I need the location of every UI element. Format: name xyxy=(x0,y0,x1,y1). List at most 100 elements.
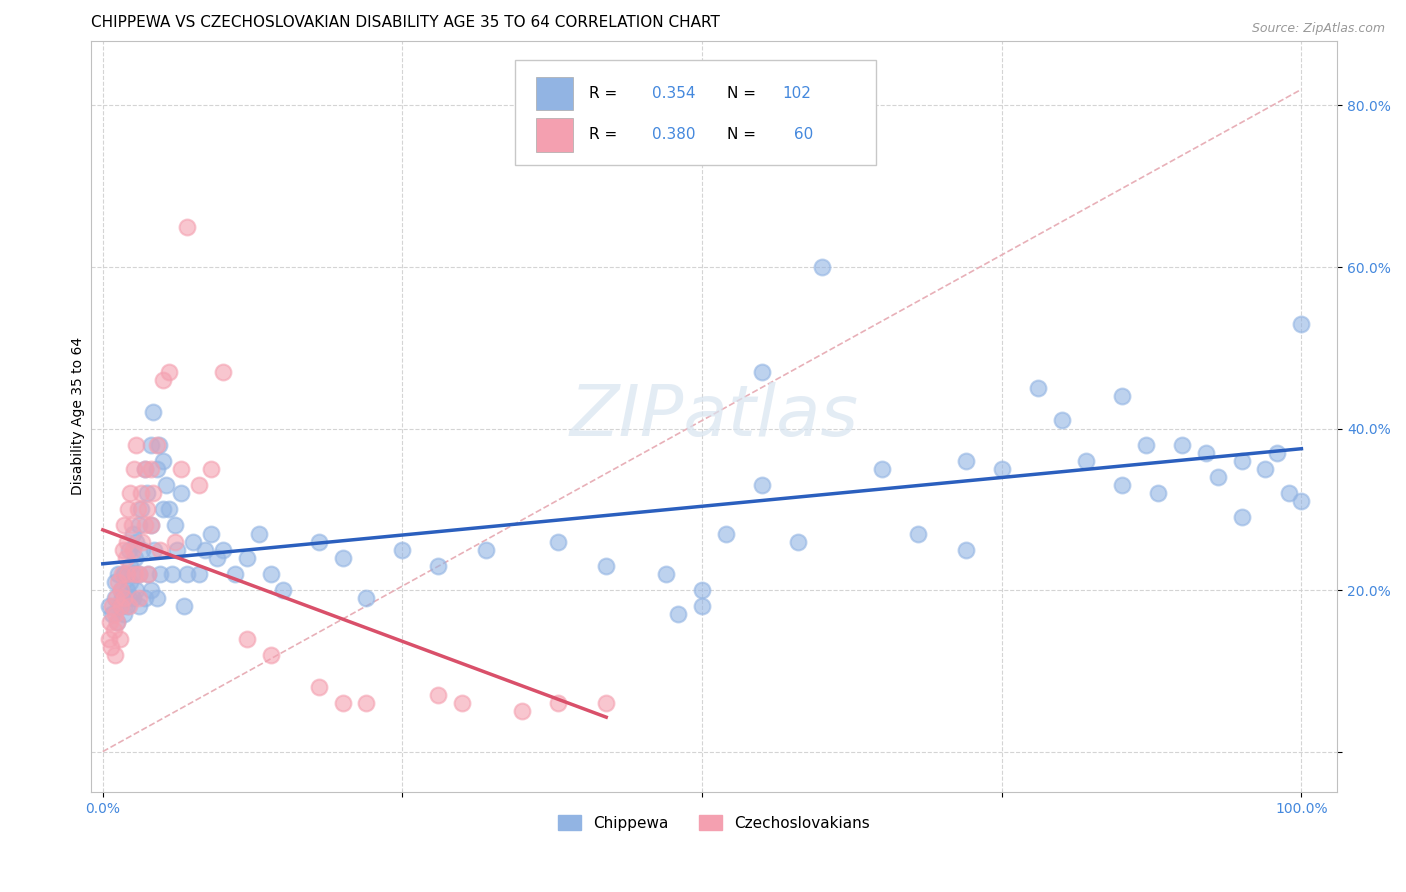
Point xyxy=(108,632,131,646)
Text: N =: N = xyxy=(727,128,761,142)
Point xyxy=(547,696,569,710)
Point xyxy=(122,462,145,476)
Point xyxy=(162,566,184,581)
Point xyxy=(104,591,127,606)
Point xyxy=(149,566,172,581)
Point xyxy=(152,502,174,516)
Point xyxy=(129,486,152,500)
Point xyxy=(1206,470,1229,484)
Point xyxy=(142,405,165,419)
Point xyxy=(111,591,134,606)
Point xyxy=(112,518,135,533)
Point xyxy=(112,607,135,622)
Point xyxy=(120,574,142,589)
Point xyxy=(259,648,281,662)
Point xyxy=(115,566,138,581)
Point xyxy=(100,640,122,654)
Point xyxy=(128,566,150,581)
Point xyxy=(121,542,143,557)
Point xyxy=(1111,478,1133,492)
Point xyxy=(136,486,159,500)
Point xyxy=(145,462,167,476)
Point xyxy=(1278,486,1301,500)
Point xyxy=(1146,486,1168,500)
Point xyxy=(121,526,143,541)
Point xyxy=(427,688,450,702)
Point xyxy=(1267,446,1289,460)
Point xyxy=(1026,381,1049,395)
Point xyxy=(124,550,146,565)
Text: CHIPPEWA VS CZECHOSLOVAKIAN DISABILITY AGE 35 TO 64 CORRELATION CHART: CHIPPEWA VS CZECHOSLOVAKIAN DISABILITY A… xyxy=(91,15,720,30)
Point xyxy=(170,462,193,476)
Point xyxy=(115,566,138,581)
Text: 102: 102 xyxy=(783,86,811,101)
Point xyxy=(595,696,617,710)
Point xyxy=(332,696,354,710)
Point xyxy=(105,615,128,630)
Point xyxy=(1194,446,1216,460)
Point xyxy=(510,704,533,718)
Point xyxy=(104,574,127,589)
Point xyxy=(170,486,193,500)
Point xyxy=(1135,438,1157,452)
Point xyxy=(907,526,929,541)
Point xyxy=(811,260,834,274)
Point xyxy=(991,462,1014,476)
Point xyxy=(110,599,132,614)
Point xyxy=(143,542,166,557)
Point xyxy=(145,438,167,452)
Legend: Chippewa, Czechoslovakians: Chippewa, Czechoslovakians xyxy=(553,809,876,837)
Text: 0.354: 0.354 xyxy=(652,86,696,101)
Point xyxy=(110,583,132,598)
Point xyxy=(131,542,153,557)
Point xyxy=(148,438,170,452)
Point xyxy=(128,566,150,581)
Point xyxy=(104,591,127,606)
Point xyxy=(356,696,378,710)
Point xyxy=(118,599,141,614)
Text: 0.380: 0.380 xyxy=(652,128,696,142)
Point xyxy=(152,373,174,387)
Point xyxy=(547,534,569,549)
Point xyxy=(211,365,233,379)
Point xyxy=(110,583,132,598)
Point xyxy=(139,462,162,476)
Point xyxy=(120,486,142,500)
Point xyxy=(211,542,233,557)
Point xyxy=(134,462,156,476)
Point xyxy=(145,591,167,606)
Point xyxy=(136,566,159,581)
Point xyxy=(235,550,257,565)
Point xyxy=(173,599,195,614)
Point xyxy=(97,599,120,614)
Point xyxy=(595,558,617,573)
Point xyxy=(690,599,713,614)
Point xyxy=(200,462,222,476)
Point xyxy=(127,502,149,516)
Point xyxy=(475,542,498,557)
Point xyxy=(308,680,330,694)
Point xyxy=(121,591,143,606)
Point xyxy=(690,583,713,598)
Point xyxy=(332,550,354,565)
Point xyxy=(105,615,128,630)
Point xyxy=(115,534,138,549)
Point xyxy=(157,365,180,379)
Point xyxy=(134,591,156,606)
Point xyxy=(112,542,135,557)
Point xyxy=(114,550,136,565)
Point xyxy=(187,478,209,492)
Point xyxy=(751,365,773,379)
Point xyxy=(1230,454,1253,468)
Point xyxy=(139,518,162,533)
Point xyxy=(163,534,186,549)
Point xyxy=(451,696,474,710)
Point xyxy=(1291,494,1313,508)
Point xyxy=(157,502,180,516)
Point xyxy=(1230,510,1253,524)
Point xyxy=(107,574,129,589)
Point xyxy=(751,478,773,492)
Point xyxy=(111,566,134,581)
Point xyxy=(427,558,450,573)
Point xyxy=(194,542,217,557)
